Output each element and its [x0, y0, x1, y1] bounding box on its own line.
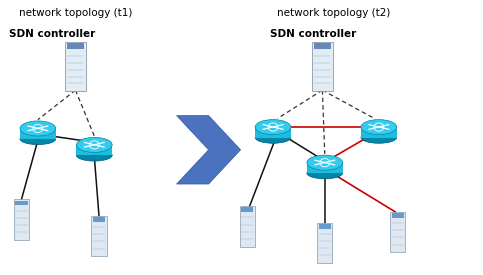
FancyBboxPatch shape [67, 43, 84, 49]
FancyBboxPatch shape [390, 212, 405, 252]
FancyBboxPatch shape [14, 199, 29, 240]
FancyBboxPatch shape [65, 42, 86, 91]
Text: SDN controller: SDN controller [9, 29, 95, 39]
FancyBboxPatch shape [76, 144, 112, 155]
FancyBboxPatch shape [361, 126, 397, 138]
FancyBboxPatch shape [241, 207, 253, 212]
Ellipse shape [307, 155, 342, 170]
FancyBboxPatch shape [319, 224, 331, 229]
Text: SDN controller: SDN controller [270, 29, 356, 39]
Ellipse shape [76, 150, 112, 161]
Ellipse shape [361, 120, 397, 135]
FancyBboxPatch shape [93, 217, 105, 222]
Polygon shape [177, 116, 241, 184]
FancyBboxPatch shape [314, 43, 331, 49]
FancyBboxPatch shape [240, 206, 255, 246]
Ellipse shape [307, 167, 342, 179]
Text: network topology (t1): network topology (t1) [19, 7, 132, 18]
FancyBboxPatch shape [255, 126, 291, 138]
FancyBboxPatch shape [91, 216, 107, 256]
FancyBboxPatch shape [307, 162, 342, 173]
Ellipse shape [361, 132, 397, 143]
Ellipse shape [255, 120, 291, 135]
FancyBboxPatch shape [312, 42, 333, 91]
Ellipse shape [255, 132, 291, 143]
Ellipse shape [20, 133, 56, 145]
Ellipse shape [76, 138, 112, 152]
Text: network topology (t2): network topology (t2) [277, 7, 391, 18]
FancyBboxPatch shape [392, 213, 404, 218]
FancyBboxPatch shape [20, 128, 56, 139]
Ellipse shape [20, 121, 56, 136]
FancyBboxPatch shape [317, 223, 332, 263]
FancyBboxPatch shape [15, 200, 28, 205]
